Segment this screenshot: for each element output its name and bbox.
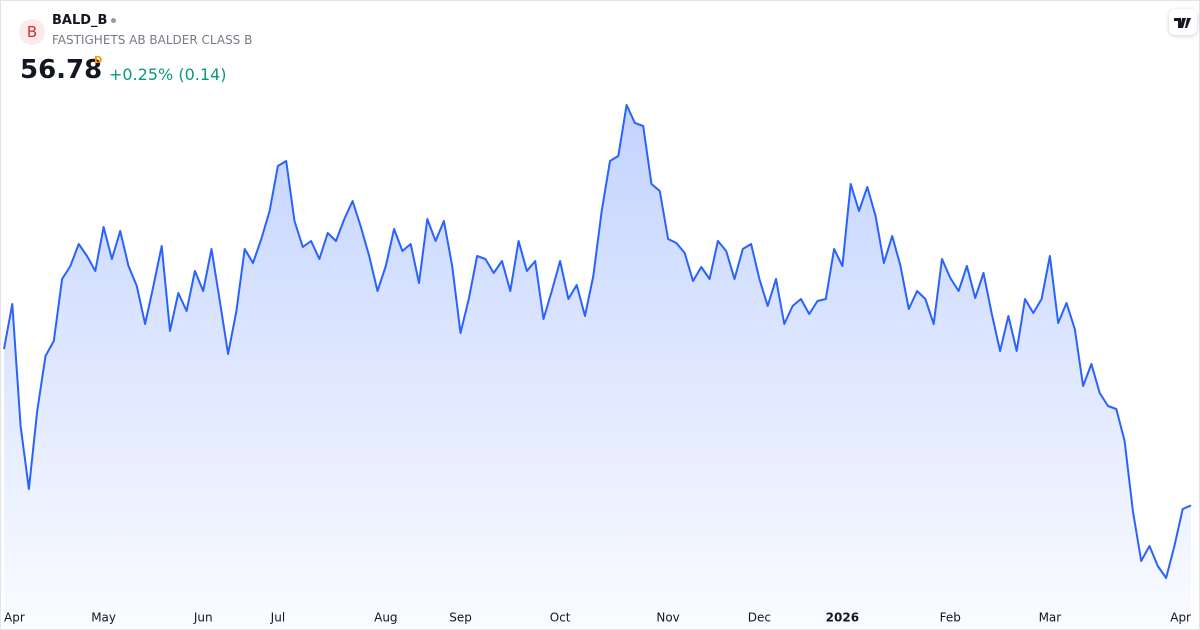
x-tick-label: Aug — [374, 611, 397, 625]
symbol-text[interactable]: BALD_B — [52, 13, 108, 28]
company-name: FASTIGHETS AB BALDER CLASS B — [52, 33, 253, 47]
x-tick-label: 2026 — [826, 611, 859, 625]
x-tick-label: Apr — [1170, 611, 1191, 625]
x-tick-label: Sep — [449, 611, 472, 625]
x-tick-label: Nov — [656, 611, 679, 625]
brand-icon — [1174, 18, 1191, 28]
x-tick-label: Jun — [193, 611, 213, 625]
x-tick-label: Feb — [940, 611, 961, 625]
price-change: +0.25% (0.14) — [109, 65, 227, 84]
price-flag: D — [94, 55, 103, 66]
price: 56.78 — [20, 55, 103, 85]
logo: B — [19, 19, 45, 45]
x-tick-label: Oct — [550, 611, 571, 625]
x-tick-label: Jul — [270, 611, 285, 625]
brand-logo[interactable] — [1169, 9, 1197, 35]
status-dot — [111, 18, 117, 23]
x-tick-label: Apr — [4, 611, 25, 625]
x-tick-label: Dec — [748, 611, 771, 625]
price-line — [3, 104, 1192, 579]
x-tick-label: Mar — [1039, 611, 1062, 625]
symbol[interactable]: BALD_B — [52, 13, 117, 28]
area-fill — [4, 105, 1191, 629]
x-tick-label: May — [91, 611, 116, 625]
